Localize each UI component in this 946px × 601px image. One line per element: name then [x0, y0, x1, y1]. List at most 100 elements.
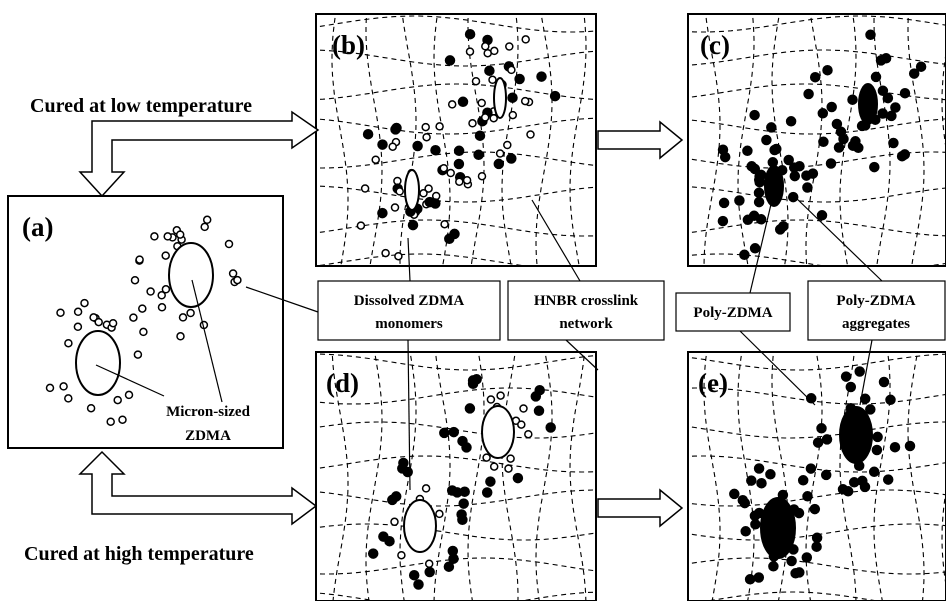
particle [504, 142, 511, 149]
particle [483, 454, 490, 461]
particle [158, 292, 165, 299]
particle [505, 465, 512, 472]
particle [460, 487, 469, 496]
particle [140, 328, 147, 335]
particle [187, 310, 194, 317]
leader [794, 196, 882, 281]
annotation: Dissolved ZDMA [354, 293, 465, 309]
panel [47, 216, 241, 425]
particle [177, 231, 184, 238]
particle [762, 136, 771, 145]
particle [827, 159, 836, 168]
particle [818, 211, 827, 220]
particle [886, 395, 895, 404]
particle [136, 256, 143, 263]
particle [372, 156, 379, 163]
particle [389, 143, 396, 150]
particle [497, 150, 504, 157]
particle [110, 320, 117, 327]
particle [467, 48, 474, 55]
particle [887, 111, 896, 120]
particle [473, 78, 480, 85]
particle [60, 383, 67, 390]
particle [458, 437, 467, 446]
particle [357, 222, 364, 229]
zdma-particle [765, 166, 783, 206]
particle [802, 553, 811, 562]
particle [81, 300, 88, 307]
particle [410, 571, 419, 580]
particle [531, 392, 540, 401]
particle [740, 499, 749, 508]
arrow-d-e [598, 490, 682, 526]
zdma-particle [76, 331, 120, 395]
particle [489, 76, 496, 83]
particle [883, 94, 892, 103]
leader [740, 331, 815, 405]
particle [522, 98, 529, 105]
particle [413, 142, 422, 151]
network-line [366, 347, 382, 601]
particle [459, 97, 468, 106]
particle [458, 515, 467, 524]
particle [846, 383, 855, 392]
particle [906, 442, 915, 451]
particle [787, 117, 796, 126]
particle [420, 190, 427, 197]
particle [476, 131, 485, 140]
particle [391, 518, 398, 525]
particle [811, 73, 820, 82]
zdma-particle [404, 500, 436, 552]
annotation: HNBR crosslink [534, 293, 639, 309]
particle [898, 152, 907, 161]
arrow-label: Cured at high temperature [24, 543, 254, 565]
particle [459, 499, 468, 508]
particle [751, 244, 760, 253]
particle [180, 314, 187, 321]
particle [866, 405, 875, 414]
particle [483, 488, 492, 497]
particle [388, 495, 397, 504]
particle [65, 340, 72, 347]
particle [751, 520, 760, 529]
particle [423, 485, 430, 492]
particle [813, 533, 822, 542]
network-line [311, 592, 599, 601]
particle [730, 489, 739, 498]
particle [873, 432, 882, 441]
particle [799, 476, 808, 485]
particle [119, 416, 126, 423]
zdma-particle [859, 84, 877, 124]
particle [854, 143, 863, 152]
particle [808, 169, 817, 178]
annotation: aggregates [842, 316, 910, 332]
particle [779, 222, 788, 231]
particle [132, 277, 139, 284]
particle [422, 124, 429, 131]
particle [447, 170, 454, 177]
particle [441, 221, 448, 228]
particle [787, 557, 796, 566]
particle [790, 172, 799, 181]
particle [507, 455, 514, 462]
particle [755, 188, 764, 197]
particle [757, 215, 766, 224]
particle [464, 177, 471, 184]
particle [162, 252, 169, 259]
annotation: Poly-ZDMA [693, 305, 772, 321]
annotation: network [559, 316, 613, 332]
zdma-particle [482, 406, 514, 458]
panel-label: (a) [22, 212, 53, 242]
particle [465, 404, 474, 413]
figure: (a)(b)(c)(d)(e) Cured at low temperature… [0, 0, 946, 601]
particle [469, 120, 476, 127]
particle [126, 391, 133, 398]
zdma-particle [494, 78, 506, 118]
particle [369, 549, 378, 558]
particle [806, 464, 815, 473]
particle [134, 351, 141, 358]
particle [522, 36, 529, 43]
panel-label: (e) [698, 368, 728, 398]
particle [491, 47, 498, 54]
particle [546, 423, 555, 432]
